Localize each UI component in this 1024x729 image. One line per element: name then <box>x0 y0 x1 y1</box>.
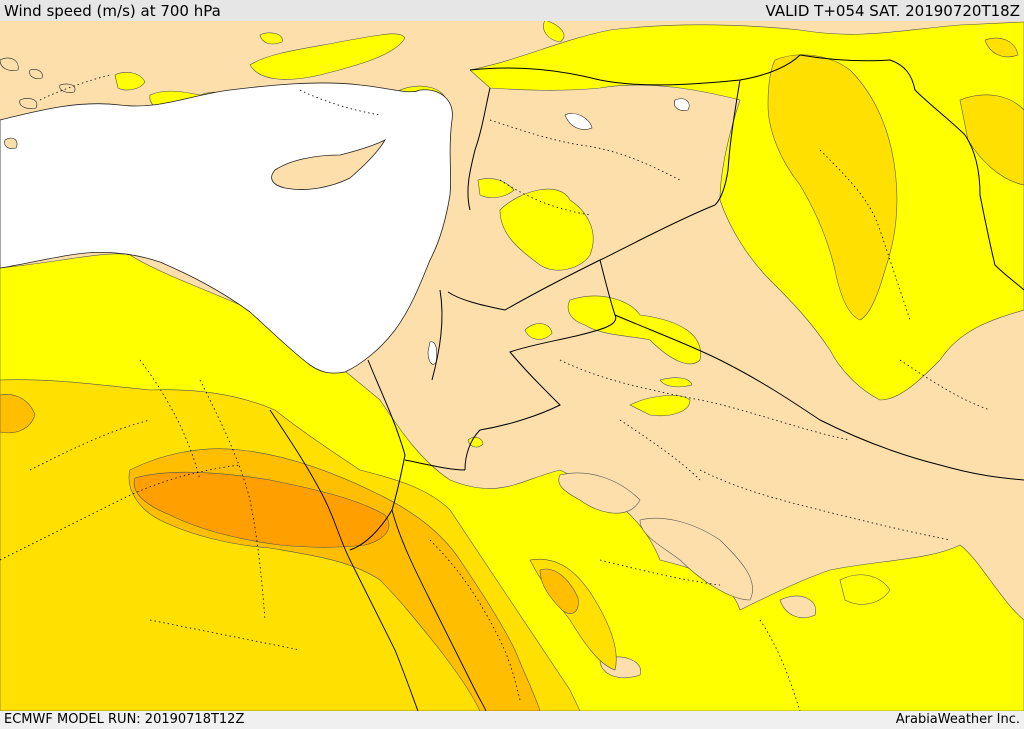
footer-bar: ECMWF MODEL RUN: 20190718T12Z ArabiaWeat… <box>0 711 1024 729</box>
province-borders <box>0 74 991 711</box>
country-borders <box>349 54 1024 551</box>
wind-speed-map <box>0 21 1024 711</box>
credit: ArabiaWeather Inc. <box>895 712 1020 727</box>
model-run: ECMWF MODEL RUN: 20190718T12Z <box>4 712 245 727</box>
lakes <box>427 98 690 365</box>
band-gt-20 <box>133 471 390 548</box>
header-bar: Wind speed (m/s) at 700 hPa VALID T+054 … <box>0 0 1024 22</box>
band-lt-5-pockets <box>558 472 817 679</box>
valid-time: VALID T+054 SAT. 20190720T18Z <box>765 2 1020 20</box>
red-sea-coast <box>269 409 487 711</box>
map-title: Wind speed (m/s) at 700 hPa <box>4 2 221 20</box>
aegean-islands <box>0 57 76 149</box>
cyprus <box>271 139 387 190</box>
